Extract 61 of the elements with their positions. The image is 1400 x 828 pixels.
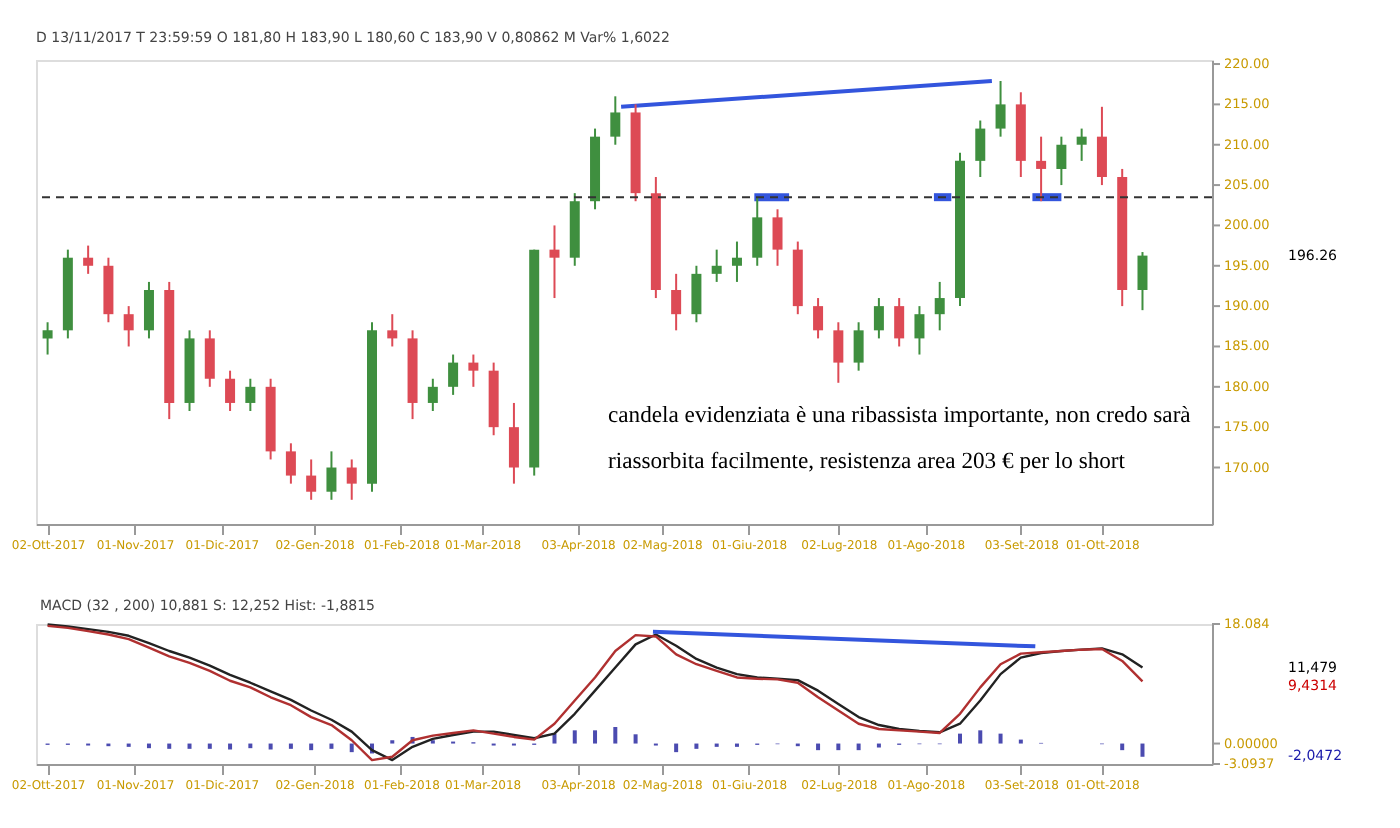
candlestick	[975, 119, 986, 179]
candlestick	[731, 240, 742, 283]
candlestick	[448, 353, 459, 396]
candlestick	[671, 272, 682, 332]
candlestick	[691, 264, 702, 324]
bar	[593, 730, 598, 744]
bar	[998, 733, 1003, 744]
candlestick	[549, 224, 560, 300]
bar	[288, 743, 293, 749]
candlestick	[1036, 135, 1047, 203]
candlestick	[427, 377, 438, 413]
bar	[856, 743, 861, 751]
candlestick	[1056, 135, 1067, 187]
bar	[572, 730, 577, 744]
candlestick	[1096, 105, 1107, 187]
candlestick	[285, 442, 296, 485]
candlestick	[995, 79, 1006, 138]
candlestick	[772, 208, 783, 267]
bar	[613, 727, 618, 744]
candlestick	[123, 305, 134, 348]
candlestick	[610, 95, 621, 146]
candlestick	[813, 297, 824, 340]
bar	[552, 733, 557, 744]
candlestick	[42, 321, 53, 356]
candlestick	[225, 369, 236, 413]
candlestick	[914, 305, 925, 356]
candlestick	[508, 401, 519, 485]
bar	[836, 743, 841, 751]
bar	[633, 734, 638, 744]
bar	[1140, 743, 1145, 757]
bar	[167, 743, 172, 749]
candlestick	[204, 329, 215, 388]
bar	[694, 743, 699, 749]
bar	[978, 730, 983, 744]
candlestick	[934, 280, 945, 332]
candlestick	[468, 353, 479, 388]
bar	[329, 743, 334, 749]
bar	[187, 743, 192, 749]
candlestick	[833, 321, 844, 384]
bar	[1120, 743, 1125, 751]
candlestick	[873, 297, 884, 340]
bar	[816, 743, 821, 751]
candlestick	[346, 458, 357, 501]
candlestick	[326, 450, 337, 501]
bar	[674, 743, 679, 753]
candlestick	[853, 321, 864, 372]
candlestick	[306, 458, 317, 501]
candlestick	[143, 280, 154, 340]
candlestick	[387, 313, 398, 348]
candlestick	[894, 297, 905, 348]
candlestick	[1076, 127, 1087, 162]
bar	[207, 743, 212, 749]
candlestick	[1137, 251, 1148, 312]
candlestick	[83, 244, 94, 275]
annotation: candela evidenziata è una ribassista importante, non credo sarà riassorbita facilmente, resistenza area 203 € per lo short	[608, 402, 1191, 475]
bar	[958, 733, 962, 744]
candlestick	[752, 196, 763, 267]
bar	[309, 743, 314, 751]
candlestick	[711, 248, 722, 283]
candlestick	[245, 377, 256, 413]
bar	[349, 743, 354, 753]
